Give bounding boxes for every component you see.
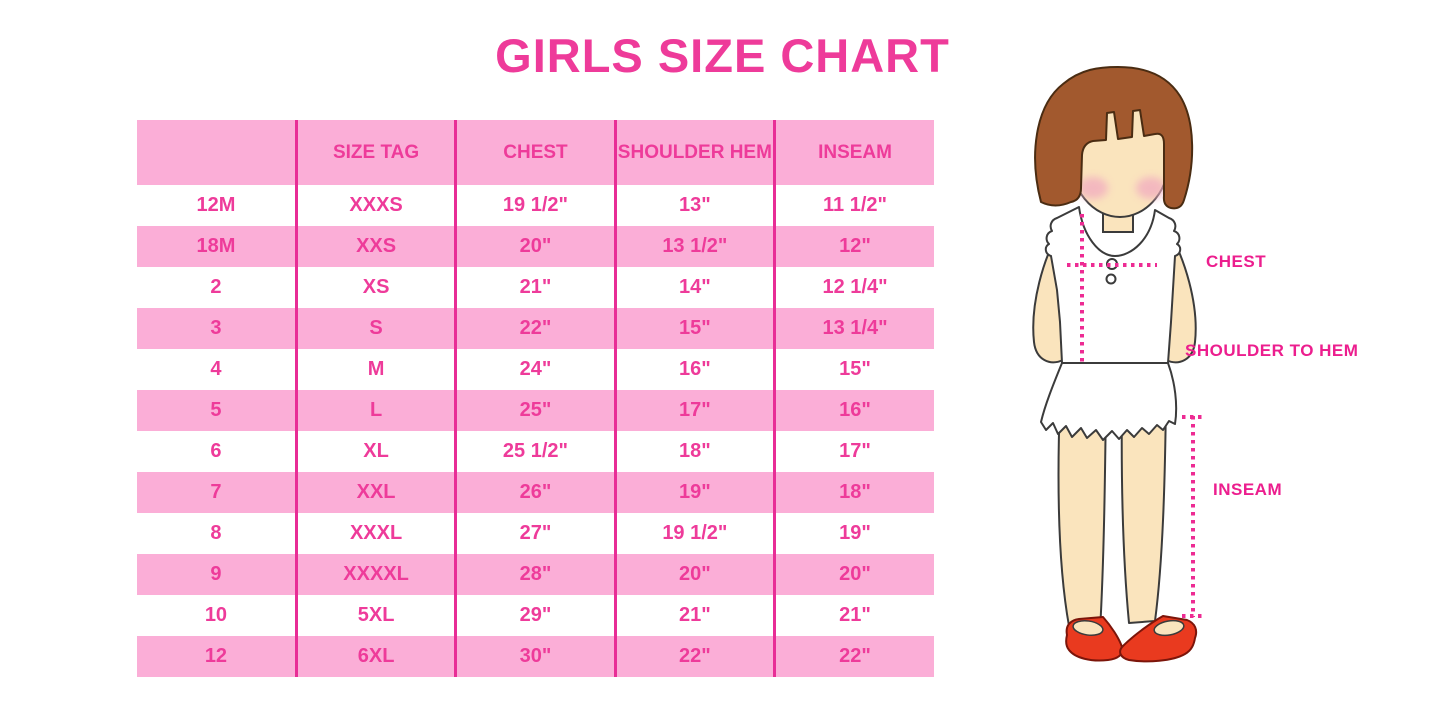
girl-figure-illustration — [1005, 60, 1255, 675]
table-cell: 4 — [137, 349, 298, 390]
girl-skirt — [1040, 362, 1178, 441]
table-cell: XXXXL — [296, 554, 458, 595]
header-cell-chest: CHEST — [455, 120, 617, 185]
table-cell: XXXS — [296, 185, 458, 226]
table-cell: 14" — [615, 267, 777, 308]
table-cell: 15" — [774, 349, 934, 390]
table-cell: 24" — [455, 349, 617, 390]
table-cell: 12 — [137, 636, 298, 677]
table-cell: 22" — [455, 308, 617, 349]
table-cell: S — [296, 308, 458, 349]
table-cell: 20" — [774, 554, 934, 595]
table-row: 7 XXL 26" 19" 18" — [137, 472, 934, 513]
table-row: 4 M 24" 16" 15" — [137, 349, 934, 390]
table-cell: 19 1/2" — [455, 185, 617, 226]
table-cell: XXS — [296, 226, 458, 267]
table-cell: 8 — [137, 513, 298, 554]
table-row: 9 XXXXL 28" 20" 20" — [137, 554, 934, 595]
table-cell: 29" — [455, 595, 617, 636]
header-cell-shoulder-hem: SHOULDER HEM — [615, 120, 777, 185]
table-cell: 12 1/4" — [774, 267, 934, 308]
table-cell: 18" — [615, 431, 777, 472]
table-cell: 26" — [455, 472, 617, 513]
table-cell: 21" — [615, 595, 777, 636]
table-row: 5 L 25" 17" 16" — [137, 390, 934, 431]
table-row: 12M XXXS 19 1/2" 13" 11 1/2" — [137, 185, 934, 226]
table-cell: L — [296, 390, 458, 431]
top-button-2 — [1105, 273, 1117, 285]
header-cell-size-tag: SIZE TAG — [296, 120, 458, 185]
girl-left-cheek — [1078, 177, 1108, 199]
table-cell: 22" — [774, 636, 934, 677]
table-cell: 20" — [615, 554, 777, 595]
table-row: 18M XXS 20" 13 1/2" 12" — [137, 226, 934, 267]
chest-measure-label: CHEST — [1206, 252, 1267, 271]
table-cell: 21" — [774, 595, 934, 636]
table-header-row: SIZE TAG CHEST SHOULDER HEM INSEAM — [137, 120, 934, 185]
table-cell: M — [296, 349, 458, 390]
table-cell: 6 — [137, 431, 298, 472]
table-cell: 16" — [615, 349, 777, 390]
table-cell: XXXL — [296, 513, 458, 554]
table-cell: 30" — [455, 636, 617, 677]
table-cell: 13 1/4" — [774, 308, 934, 349]
girl-right-shoe — [1119, 615, 1198, 663]
table-cell: 11 1/2" — [774, 185, 934, 226]
table-cell: 9 — [137, 554, 298, 595]
table-cell: 5XL — [296, 595, 458, 636]
table-row: 12 6XL 30" 22" 22" — [137, 636, 934, 677]
table-cell: 20" — [455, 226, 617, 267]
table-cell: 17" — [615, 390, 777, 431]
table-cell: 19" — [615, 472, 777, 513]
girl-right-cheek — [1136, 177, 1166, 199]
table-cell: 13" — [615, 185, 777, 226]
table-cell: 10 — [137, 595, 298, 636]
table-row: 10 5XL 29" 21" 21" — [137, 595, 934, 636]
table-row: 3 S 22" 15" 13 1/4" — [137, 308, 934, 349]
shoulder-to-hem-measure-label: SHOULDER TO HEM — [1185, 341, 1359, 360]
table-cell: 7 — [137, 472, 298, 513]
girl-right-leg — [1120, 399, 1167, 624]
table-cell: 25" — [455, 390, 617, 431]
table-cell: 19 1/2" — [615, 513, 777, 554]
table-cell: 22" — [615, 636, 777, 677]
girl-illustration-svg — [1032, 66, 1203, 663]
girl-hair — [1034, 66, 1194, 210]
size-chart-table: SIZE TAG CHEST SHOULDER HEM INSEAM 12M XX… — [137, 120, 934, 677]
header-cell-size — [137, 120, 298, 185]
table-cell: 25 1/2" — [455, 431, 617, 472]
table-cell: 18" — [774, 472, 934, 513]
table-cell: 12" — [774, 226, 934, 267]
girl-top — [1044, 206, 1182, 364]
table-cell: 15" — [615, 308, 777, 349]
table-cell: 12M — [137, 185, 298, 226]
table-cell: 5 — [137, 390, 298, 431]
table-cell: 2 — [137, 267, 298, 308]
table-cell: 27" — [455, 513, 617, 554]
table-cell: XXL — [296, 472, 458, 513]
table-row: 6 XL 25 1/2" 18" 17" — [137, 431, 934, 472]
table-cell: 6XL — [296, 636, 458, 677]
table-cell: 13 1/2" — [615, 226, 777, 267]
table-cell: 21" — [455, 267, 617, 308]
table-cell: 16" — [774, 390, 934, 431]
page-title: GIRLS SIZE CHART — [495, 29, 950, 82]
table-row: 2 XS 21" 14" 12 1/4" — [137, 267, 934, 308]
table-cell: XS — [296, 267, 458, 308]
table-cell: XL — [296, 431, 458, 472]
header-cell-inseam: INSEAM — [774, 120, 934, 185]
table-row: 8 XXXL 27" 19 1/2" 19" — [137, 513, 934, 554]
table-cell: 3 — [137, 308, 298, 349]
table-cell: 19" — [774, 513, 934, 554]
girl-left-shoe — [1065, 616, 1124, 662]
inseam-measure-label: INSEAM — [1213, 480, 1283, 499]
table-cell: 28" — [455, 554, 617, 595]
table-cell: 18M — [137, 226, 298, 267]
size-table-body: 12M XXXS 19 1/2" 13" 11 1/2" 18M XXS 20" 13 1/2"… — [137, 185, 934, 677]
table-cell: 17" — [774, 431, 934, 472]
